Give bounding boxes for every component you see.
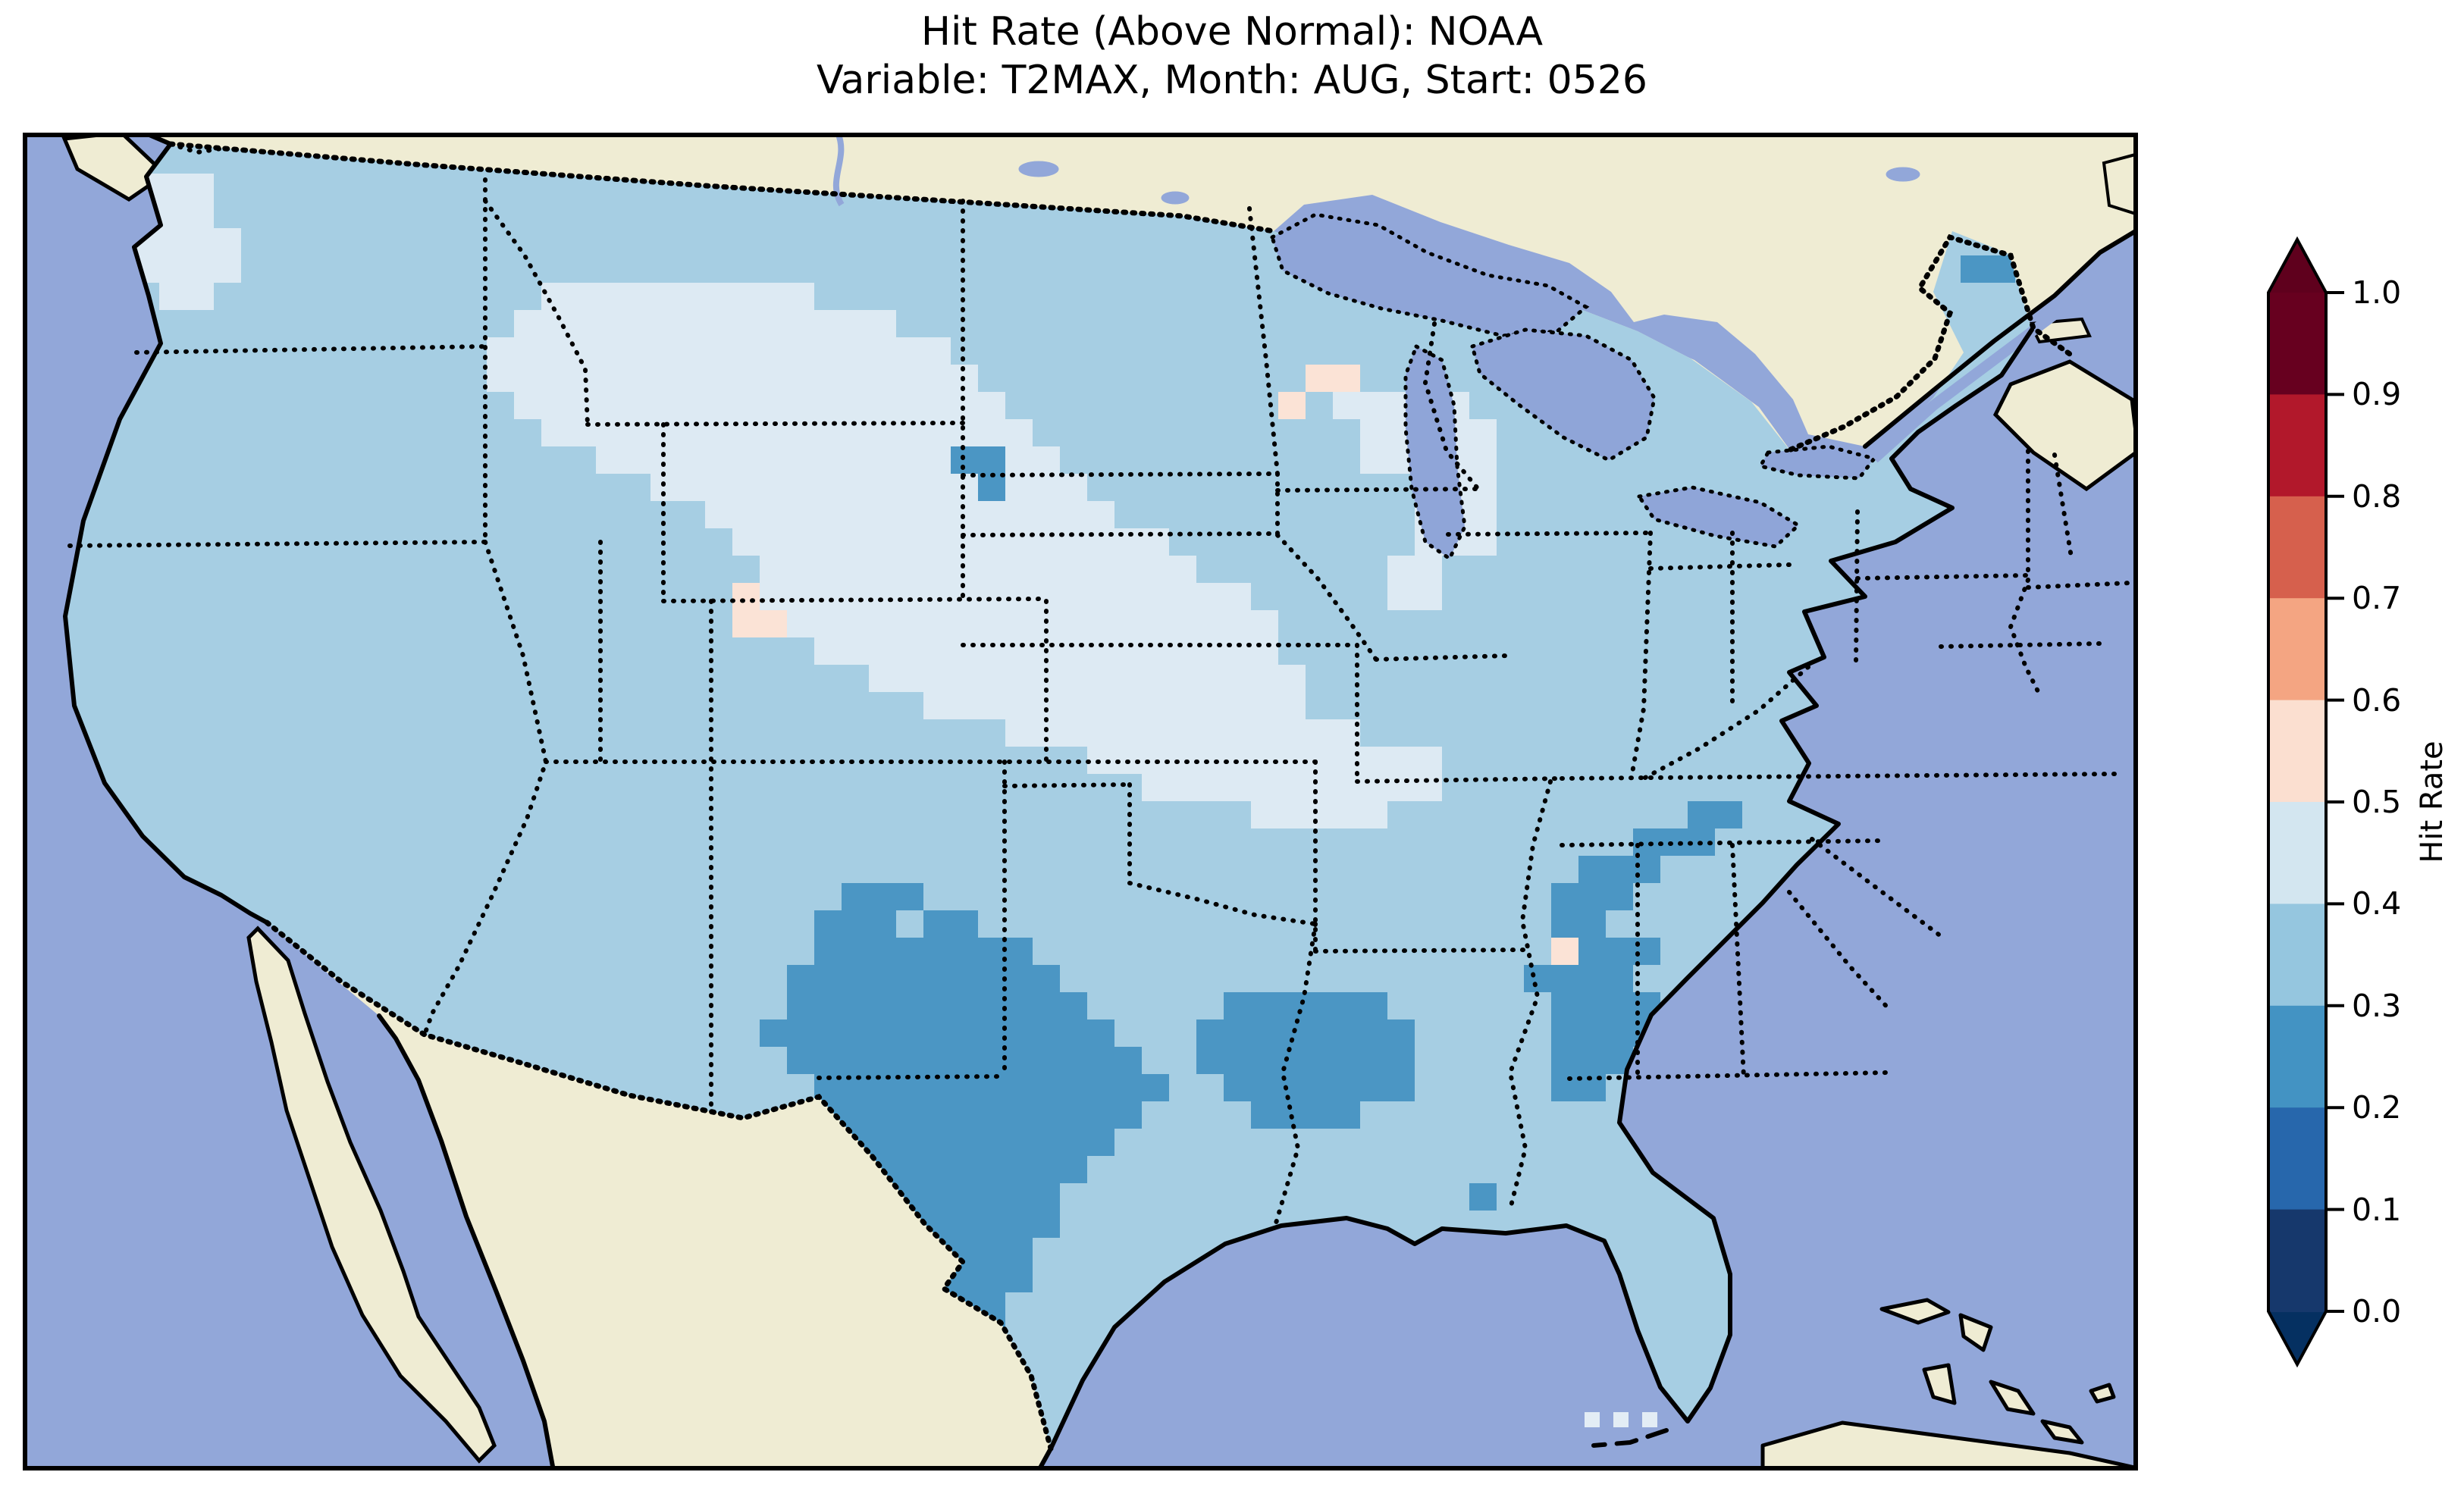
colorbar-segment [2268, 904, 2326, 1007]
title-line-2: Variable: T2MAX, Month: AUG, Start: 0526 [817, 58, 1647, 103]
state-borders [67, 142, 2133, 1228]
mexico-west-coastline [377, 1013, 556, 1471]
baja-california [246, 926, 497, 1464]
colorbar-segment [2268, 802, 2326, 905]
st-lawrence-river [1870, 269, 2100, 463]
colorbar-segment [2268, 1107, 2326, 1211]
colorbar-tick-label: 0.8 [2352, 478, 2402, 515]
colorbar-extend-top [2268, 240, 2326, 293]
colorbar-tick-label: 1.0 [2352, 274, 2402, 311]
bahama-island [1989, 1380, 2036, 1416]
canada-landmass [144, 133, 2138, 446]
florida-keys [1591, 1428, 1669, 1448]
nova-scotia [1992, 359, 2138, 492]
colorbar-tick-label: 0.2 [2352, 1089, 2402, 1126]
map-canvas [23, 133, 2138, 1471]
colorbar-tick-label: 0.5 [2352, 784, 2402, 820]
colorbar-tick-label: 0.7 [2352, 580, 2402, 617]
lake-huron [1469, 327, 1657, 462]
lake-michigan [1403, 343, 1467, 562]
bahama-island [1922, 1363, 1957, 1405]
canada-lake [1886, 167, 1920, 182]
map-axes [23, 133, 2138, 1471]
canada-water-details [832, 133, 2100, 463]
bahama-island [1958, 1313, 1993, 1352]
canada-river [832, 133, 845, 207]
colorbar-tick-label: 0.1 [2352, 1191, 2402, 1228]
axes-frame [23, 133, 2138, 1471]
us-canada-border [168, 141, 1277, 234]
lake-ontario [1757, 444, 1878, 481]
colorbar-segment [2268, 394, 2326, 497]
lake-superior [1269, 212, 1590, 338]
colorbar-segment [2268, 1209, 2326, 1312]
title-line-1: Hit Rate (Above Normal): NOAA [920, 9, 1544, 55]
canada-lake [1161, 191, 1190, 205]
colorbar-tick-label: 0.9 [2352, 376, 2402, 413]
us-mexico-border [264, 919, 1054, 1452]
us-canada-border-east [1788, 233, 2073, 453]
bahama-island [2089, 1383, 2116, 1404]
gulf-atlantic-coastline [1049, 327, 2034, 1451]
pacific-coastline [63, 142, 269, 925]
colorbar-tick-label: 0.6 [2352, 681, 2402, 719]
bahama-island [2040, 1419, 2084, 1445]
colorbar-segment [2268, 1005, 2326, 1109]
colorbar-tick-label: 0.0 [2352, 1293, 2402, 1330]
colorbar-canvas [2267, 236, 2344, 1368]
figure-title: Hit Rate (Above Normal): NOAA Variable: … [0, 8, 2464, 105]
cuba [1760, 1420, 2138, 1471]
bahama-island [1879, 1298, 1951, 1325]
colorbar-tick-label: 0.3 [2352, 987, 2402, 1024]
great-lakes [1269, 212, 1878, 562]
colorbar-axis-label: Hit Rate [2415, 741, 2450, 863]
st-lawrence-north-shore [1863, 227, 2138, 449]
lake-erie [1635, 485, 1802, 549]
colorbar-segment [2268, 293, 2326, 396]
missing-data-cells [1585, 1412, 1657, 1427]
colorbar-segment [2268, 598, 2326, 701]
canada-lake [1018, 161, 1059, 177]
coastlines [63, 133, 2138, 1471]
colorbar-segment [2268, 700, 2326, 803]
colorbar-tick-label: 0.4 [2352, 885, 2402, 922]
mexico-mainland [267, 922, 1051, 1471]
newfoundland-corner [2102, 152, 2138, 217]
colorbar-segment [2268, 496, 2326, 600]
colorbar [2256, 227, 2437, 1380]
caribbean-islands [1760, 1298, 2138, 1471]
colorbar-extend-bottom [2268, 1311, 2326, 1364]
international-borders [168, 141, 2073, 1452]
